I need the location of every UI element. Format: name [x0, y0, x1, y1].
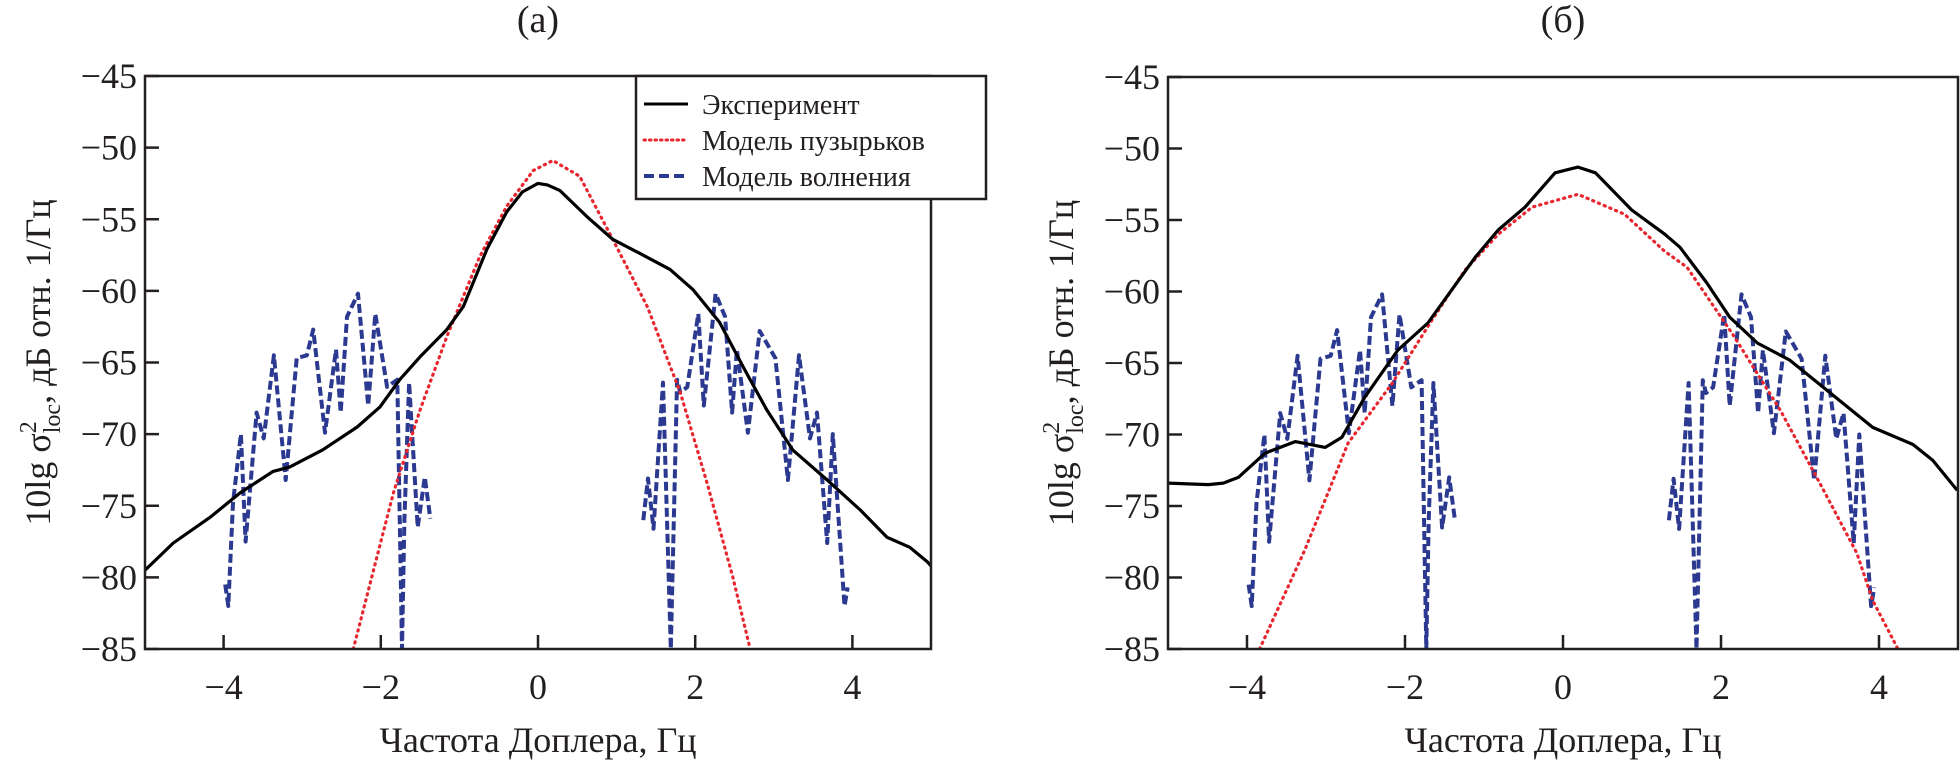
- y-tick-label: −85: [81, 629, 137, 669]
- y-tick-label: −50: [81, 128, 137, 168]
- x-tick-label: 0: [1554, 667, 1572, 707]
- y-tick-label: −80: [1104, 558, 1160, 598]
- legend: Эксперимент Модель пузырьков Модель волн…: [634, 74, 988, 201]
- y-tick-label: −80: [81, 557, 137, 597]
- y-tick-label: −70: [1104, 415, 1160, 455]
- series-experiment-line: [145, 181, 931, 572]
- y-tick-label: −50: [1104, 129, 1160, 169]
- x-tick-label: 4: [843, 667, 861, 707]
- panel-b-frame: [1166, 75, 1960, 651]
- panel-a-ticks: −4 −2 0 2 4 −45 −50 −55 −60 −65 −70 −75 −80 −85: [81, 56, 862, 707]
- panel-a-series: [145, 158, 931, 649]
- y-tick-label: −55: [81, 199, 137, 239]
- x-tick-label: 4: [1870, 667, 1888, 707]
- y-tick-label: −75: [1104, 486, 1160, 526]
- series-waves-line: [641, 291, 850, 649]
- y-tick-label: −85: [1104, 629, 1160, 669]
- x-tick-label: 2: [1712, 667, 1730, 707]
- panel-b-ticks: −4 −2 0 2 4 −45 −50 −55 −60 −65 −70 −75 −80 −85: [1104, 57, 1888, 707]
- y-axis-label-text: 10lg σ2loc, дБ отн. 1/Гц: [16, 199, 66, 525]
- series-waves-line: [223, 291, 433, 649]
- y-tick-label: −65: [1104, 343, 1160, 383]
- x-tick-label: −4: [204, 667, 242, 707]
- panel-b: (б) 10lg σ2loc, дБ отн. 1/Гц Частота Доп…: [1039, 0, 1960, 760]
- y-tick-label: −45: [81, 56, 137, 96]
- panel-a-frame: [143, 74, 933, 651]
- panel-a-y-axis-label: 10lg σ2loc, дБ отн. 1/Гц: [16, 199, 66, 525]
- series-bubbles-line: [351, 158, 752, 649]
- y-axis-label-text: 10lg σ2loc, дБ отн. 1/Гц: [1039, 200, 1089, 526]
- panel-b-title: (б): [1541, 0, 1586, 41]
- panel-a-title: (a): [517, 0, 559, 41]
- series-bubbles-line: [1257, 192, 1899, 649]
- series-waves-line: [1666, 292, 1877, 649]
- panel-b-y-axis-label: 10lg σ2loc, дБ отн. 1/Гц: [1039, 200, 1089, 526]
- panel-b-series: [1168, 165, 1958, 649]
- y-tick-label: −70: [81, 414, 137, 454]
- y-tick-label: −45: [1104, 57, 1160, 97]
- x-tick-label: 0: [529, 667, 547, 707]
- y-tick-label: −60: [81, 271, 137, 311]
- y-tick-label: −60: [1104, 272, 1160, 312]
- x-tick-label: 2: [686, 667, 704, 707]
- y-tick-label: −75: [81, 486, 137, 526]
- legend-label-waves: Модель волнения: [702, 162, 911, 193]
- x-tick-label: −2: [1386, 667, 1424, 707]
- y-tick-label: −55: [1104, 200, 1160, 240]
- panel-b-x-axis-label: Частота Доплера, Гц: [1404, 720, 1721, 760]
- series-experiment-line: [1168, 165, 1958, 492]
- panel-a-x-axis-label: Частота Доплера, Гц: [379, 720, 696, 760]
- x-tick-label: −2: [362, 667, 400, 707]
- legend-label-experiment: Эксперимент: [702, 90, 860, 121]
- legend-box: [634, 74, 988, 201]
- legend-label-bubbles: Модель пузырьков: [702, 126, 925, 157]
- series-waves-line: [1246, 292, 1457, 649]
- x-tick-label: −4: [1228, 667, 1266, 707]
- panel-a: (a) 10lg σ2loc, дБ отн. 1/Гц Частота Доп…: [16, 0, 988, 760]
- y-tick-label: −65: [81, 343, 137, 383]
